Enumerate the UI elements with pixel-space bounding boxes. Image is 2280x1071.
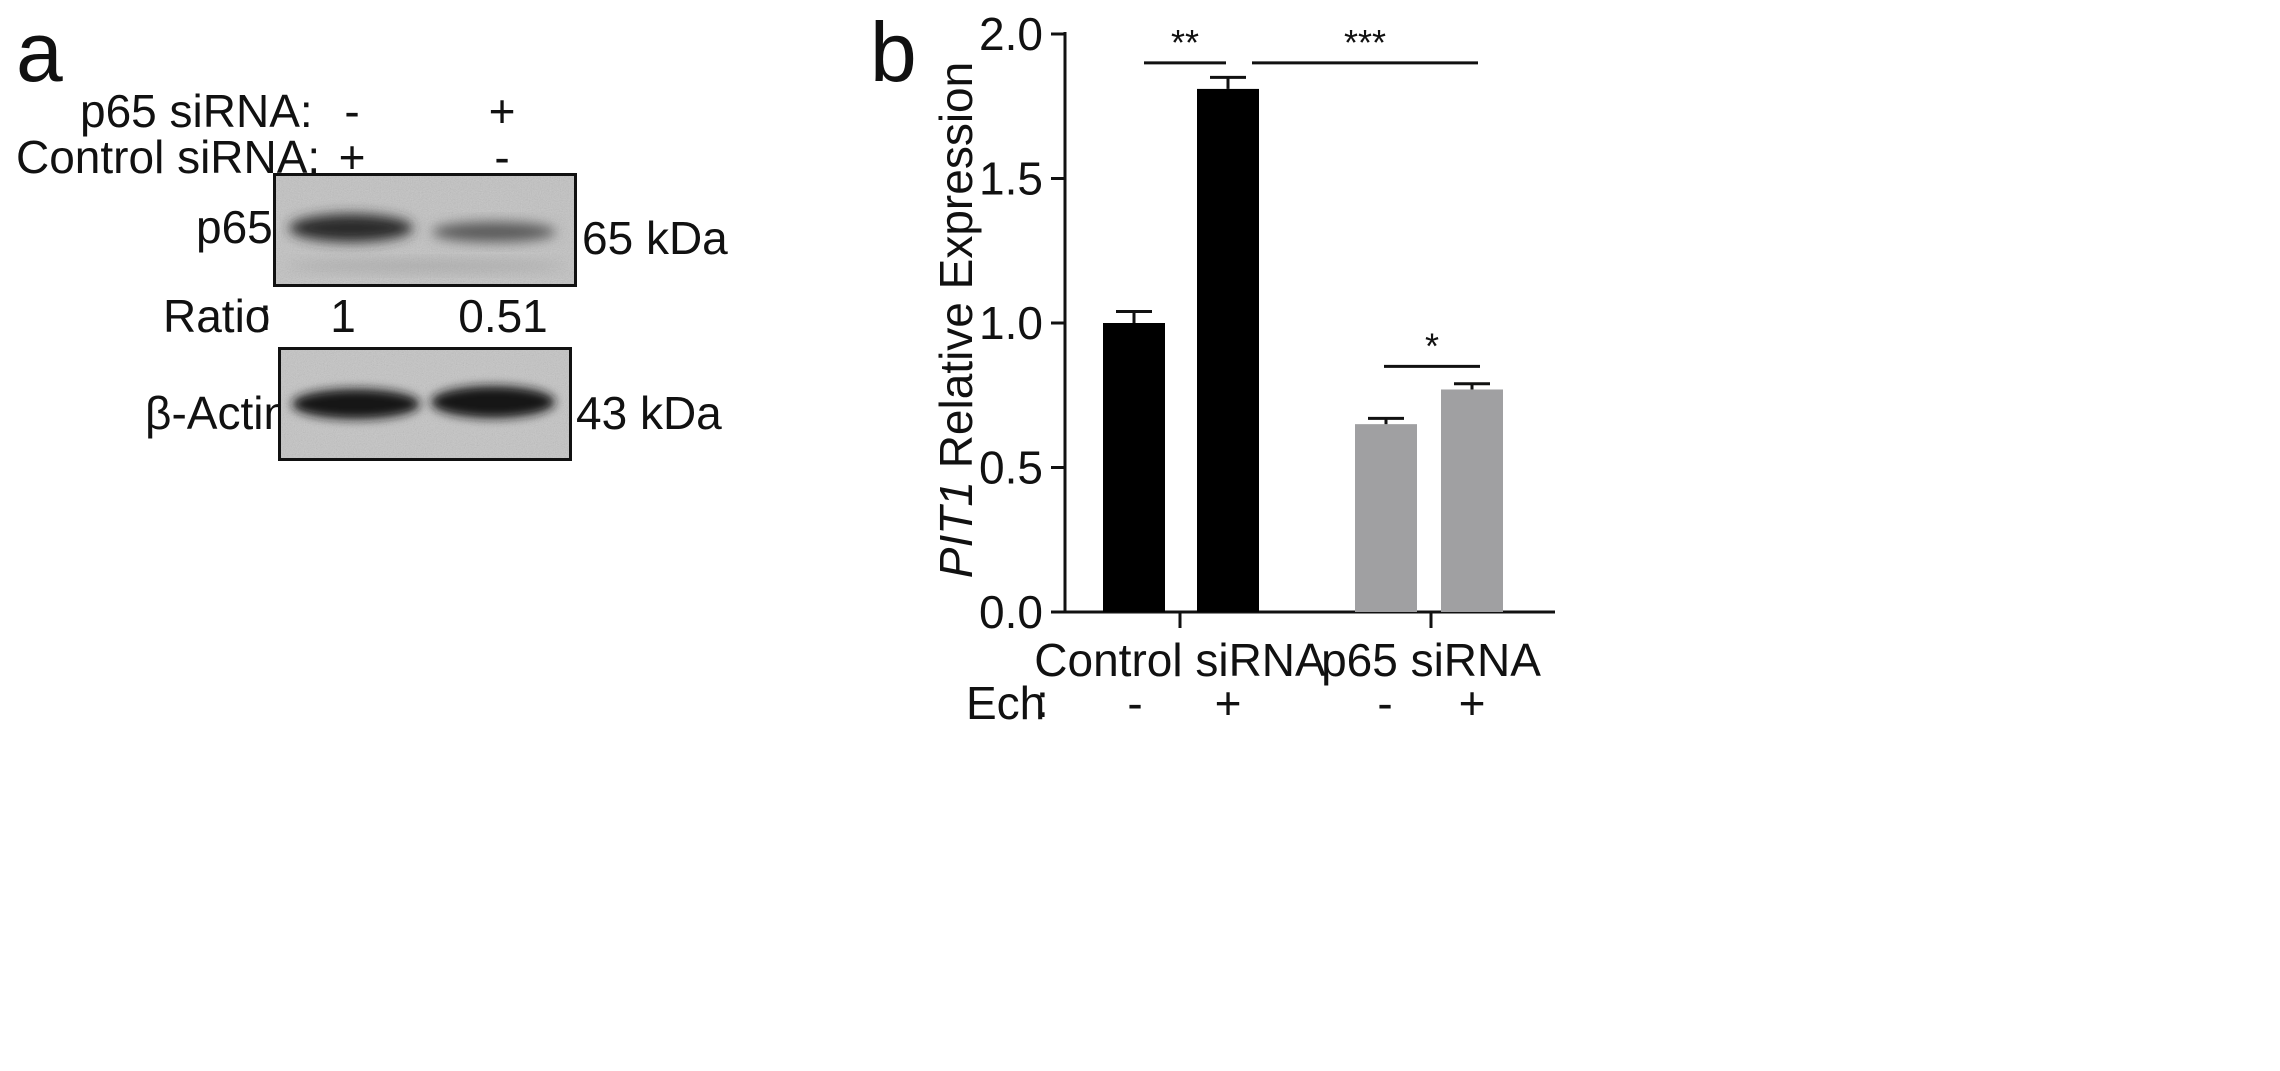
y-tick-label: 2.0	[979, 8, 1043, 60]
ech-value-1: -	[1127, 677, 1143, 729]
p65-blot-image	[273, 173, 577, 287]
ech-label: Ech	[966, 677, 1046, 729]
actin-blot-size: 43 kDa	[576, 387, 722, 439]
ech-value-3: -	[1377, 677, 1393, 729]
ech-value-2: +	[1214, 677, 1242, 729]
y-tick-label: 1.0	[979, 297, 1043, 349]
ratio-colon: :	[259, 288, 272, 340]
y-tick-label: 0.5	[979, 442, 1043, 494]
p65-sirna-lane2-value: +	[488, 85, 516, 137]
significance-label: *	[1425, 325, 1439, 366]
significance-label: **	[1171, 22, 1199, 63]
ratio-label: Ratio	[163, 290, 271, 342]
ech-value-4: +	[1458, 677, 1486, 729]
significance-label: ***	[1344, 22, 1386, 63]
y-tick-label: 0.0	[979, 586, 1043, 638]
ratio-lane1-value: 1	[330, 290, 356, 342]
ech-colon: :	[1036, 675, 1049, 727]
x-category-label: p65 siRNA	[1321, 634, 1541, 686]
p65-blot-label: p65	[196, 201, 273, 253]
actin-blot-image	[278, 347, 572, 461]
p65-sirna-row-label: p65 siRNA:	[80, 85, 313, 137]
control-sirna-lane2-value: -	[494, 131, 510, 183]
x-category-label: Control siRNA	[1034, 634, 1326, 686]
p65-sirna-lane1-value: -	[344, 85, 360, 137]
bar	[1197, 88, 1259, 612]
panel-a-letter: a	[16, 5, 63, 99]
p65-blot-size: 65 kDa	[582, 212, 728, 264]
bar	[1103, 323, 1165, 612]
bar	[1355, 424, 1417, 612]
ratio-lane2-value: 0.51	[458, 290, 548, 342]
panel-b-letter: b	[870, 5, 917, 99]
y-tick-label: 1.5	[979, 153, 1043, 205]
bar	[1441, 389, 1503, 612]
actin-blot-label: β-Actin	[145, 387, 290, 439]
control-sirna-row-label: Control siRNA:	[16, 131, 321, 183]
